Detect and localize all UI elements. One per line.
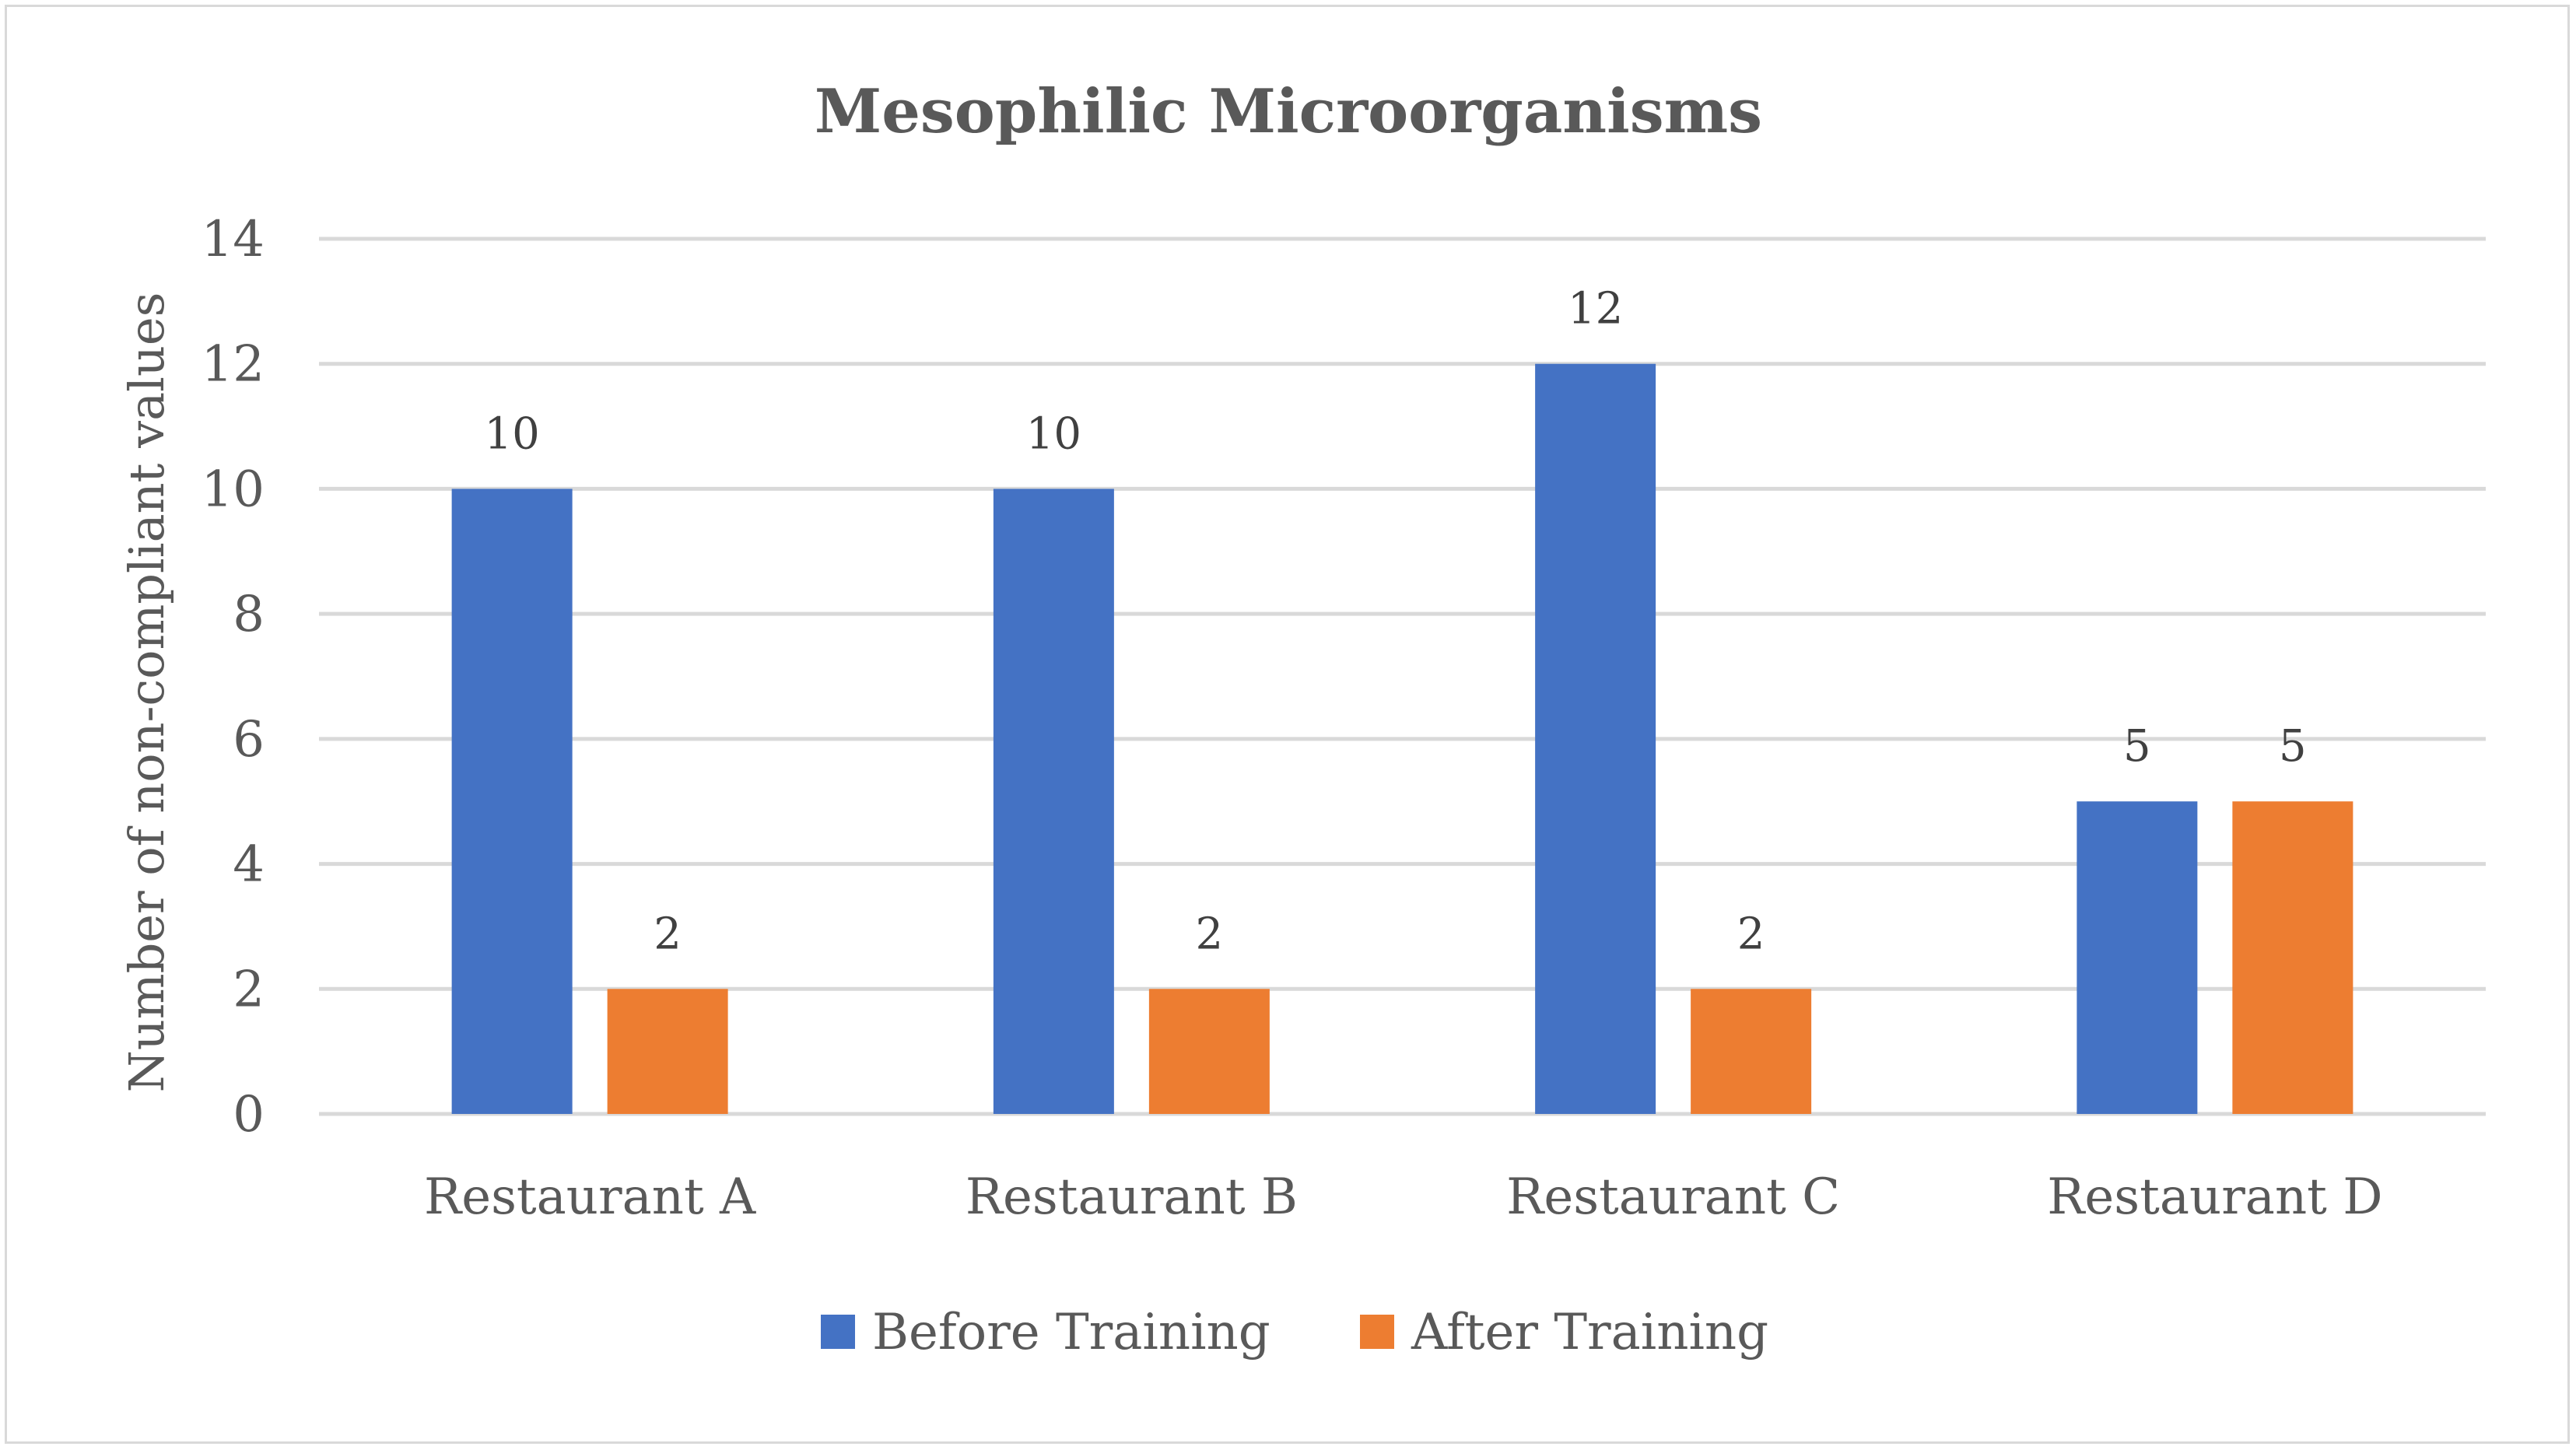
bar-before-training-2 [993, 489, 1114, 1114]
y-axis-label: Number of non-compliant values [118, 292, 175, 1093]
bar-after-training-3 [1691, 989, 1812, 1114]
y-axis-ticks: 0 2 4 6 8 10 12 14 [202, 211, 265, 1144]
y-tick-label: 0 [233, 1086, 265, 1144]
x-category-label: Restaurant A [424, 1168, 756, 1226]
y-tick-label: 4 [233, 836, 265, 894]
data-label: 2 [654, 909, 682, 959]
data-label: 5 [2123, 721, 2151, 772]
y-tick-label: 6 [233, 711, 265, 769]
data-labels: 10 2 10 2 12 2 5 5 [484, 284, 2306, 960]
data-label: 12 [1568, 284, 1623, 334]
bar-before-training-4 [2077, 801, 2198, 1114]
bar-after-training-4 [2232, 801, 2353, 1114]
chart-frame [5, 5, 2570, 1444]
bar-before-training-1 [451, 489, 573, 1114]
bar-after-training-2 [1148, 989, 1270, 1114]
x-category-label: Restaurant B [966, 1168, 1298, 1226]
legend-swatch-before-training [821, 1315, 855, 1349]
data-label: 2 [1196, 909, 1224, 959]
y-tick-label: 10 [202, 461, 265, 518]
data-label: 5 [2279, 721, 2307, 772]
bars [451, 363, 2353, 1114]
bar-after-training-1 [607, 989, 728, 1114]
x-axis-categories: Restaurant A Restaurant B Restaurant C Rest… [424, 1168, 2383, 1226]
y-tick-label: 2 [233, 961, 265, 1018]
y-tick-label: 12 [202, 336, 265, 394]
legend-label: Before Training [872, 1304, 1270, 1361]
x-category-label: Restaurant D [2047, 1168, 2382, 1226]
chart-title: Mesophilic Microorganisms [815, 76, 1762, 147]
data-label: 2 [1737, 909, 1765, 959]
legend-label: After Training [1411, 1304, 1768, 1361]
data-label: 10 [1026, 408, 1081, 459]
y-tick-label: 8 [233, 586, 265, 643]
x-category-label: Restaurant C [1506, 1168, 1840, 1226]
legend: Before Training After Training [821, 1304, 1768, 1361]
y-tick-label: 14 [202, 211, 265, 268]
legend-swatch-after-training [1360, 1315, 1394, 1349]
data-label: 10 [484, 408, 539, 459]
bar-before-training-3 [1535, 363, 1656, 1114]
